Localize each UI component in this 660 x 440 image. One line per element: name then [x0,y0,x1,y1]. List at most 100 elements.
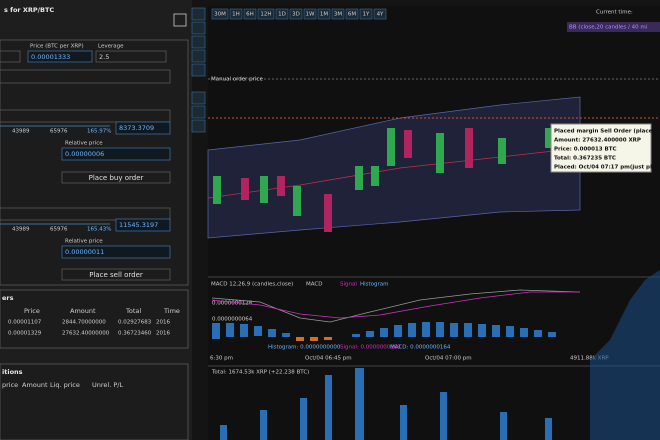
amount-input[interactable] [115,218,171,232]
side-toolbar [191,7,206,133]
timeframe-label: 1Y [363,12,370,18]
column-header: Amount [22,381,48,389]
tool[interactable] [191,119,206,133]
timeframe-label: 1D [278,12,286,18]
panel-title: s for XRP/BTC [4,6,54,14]
timeframe-label: 1W [306,12,315,18]
column-header: Amount [70,307,96,315]
timeframe-label: 12H [260,12,271,18]
amount-input[interactable] [115,121,171,135]
button[interactable] [61,171,171,184]
relative-price: 0.00000006 [65,150,104,158]
x-label: 6:30 pm [210,356,233,362]
positions-panel [0,363,189,440]
x-axis-labels: 6:30 pm Oct/04 06:45 pm Oct/04 07:00 pm 491… [210,356,609,362]
x-label: 4911.88k XRP [570,356,609,362]
timeframe-button[interactable] [229,8,243,20]
timeframe-label: 6H [246,12,254,18]
button[interactable] [61,268,171,281]
timeframe-button[interactable] [345,8,359,20]
legend-box [567,22,660,32]
column-header: Price [24,307,40,315]
input[interactable] [0,109,171,123]
slider-label: 165.43% [87,227,111,233]
macd-histogram [212,322,556,341]
x-label: Oct/04 07:00 pm [425,356,472,362]
timeframe-button[interactable] [275,8,289,20]
tool[interactable] [191,105,206,119]
input[interactable] [0,207,171,221]
label: Relative price [65,141,103,147]
tool[interactable] [191,35,206,49]
timeframe-label: 3D [292,12,300,18]
bb-middle [207,147,581,199]
timeframe-button[interactable] [359,8,373,20]
timeframe-label: 6M [348,12,356,18]
cell: 0.00001329 [8,331,42,337]
tool[interactable] [191,7,206,21]
macd-legend-item: MACD [306,282,323,288]
manual-order-label: Manual order price [211,77,263,83]
timeframe-button[interactable] [211,8,229,20]
tool[interactable] [191,49,206,63]
leverage-select[interactable] [95,50,167,63]
timeframe-button[interactable] [257,8,275,20]
current-time: Current time: [596,10,633,16]
column-header: Unrel. P/L [92,381,123,389]
column-header: Total [125,307,141,315]
macd-tick: 0.0000000128 [212,301,253,307]
timeframe-button[interactable] [243,8,257,20]
timeframe-button[interactable] [317,8,331,20]
cell: 0.36723460 [118,331,152,337]
relative-input[interactable] [61,245,171,259]
macd-legend-item: Histogram [360,282,389,288]
timeframe-button[interactable] [373,8,387,20]
tooltip [550,123,652,173]
tool[interactable] [191,21,206,35]
tool[interactable] [191,91,206,105]
label: Relative price [65,239,103,245]
timeframe-label: 4Y [377,12,384,18]
icon[interactable] [173,13,187,27]
macd-value: Histogram: 0.0000000000 [268,345,341,351]
macd-legend-item: Signal [340,282,357,288]
tooltip-line: Amount: 27632.400000 XRP [554,138,641,144]
x-label: Oct/04 06:45 pm [305,356,352,362]
input[interactable] [0,69,171,84]
macd-value: MACD: 0.0000000164 [390,345,451,351]
amount: 8373.3709 [119,124,154,132]
column-header: Liq. price [50,381,80,389]
volume-bars [220,368,552,440]
relative-input[interactable] [61,147,171,161]
button-label: Place buy order [89,174,144,182]
signal-line [211,291,580,319]
timeframe-button[interactable] [303,8,317,20]
leverage-value: 2.5 [99,53,109,61]
tooltip-line: Total: 0.367235 BTC [554,156,616,162]
cell: 27632.40000000 [62,331,110,337]
orders-title: ers [2,294,14,302]
button-label: Place sell order [89,271,143,279]
positions-header: price Amount Liq. price Unrel. P/L [2,381,123,389]
cell: 2016 [156,320,170,326]
label: Leverage [98,44,124,50]
column-header: Time [163,307,180,315]
cell: 0.02927683 [118,320,152,326]
amount: 11545.3197 [119,221,158,229]
relative-price: 0.00000011 [65,248,104,256]
candles [213,128,553,232]
label: Price (BTC per XRP) [30,44,84,50]
macd-values: Histogram: 0.0000000000 Signal: 0.0000000… [268,345,451,351]
timeframe-label: 1H [232,12,240,18]
macd-legend-item: MACD 12,26,9 (candles,close) [211,282,293,288]
slider-label: 43989 [12,129,30,135]
slider-label: 165.97% [87,129,111,135]
cell: 2016 [156,331,170,337]
slider-label: 43989 [12,227,30,233]
timeframe-button[interactable] [289,8,303,20]
price-input[interactable] [27,50,93,63]
tool[interactable] [191,63,206,77]
select[interactable] [0,50,21,63]
timeframe-button[interactable] [331,8,345,20]
bb-legend: BB (close,20 candles / 40 mi [569,25,648,31]
